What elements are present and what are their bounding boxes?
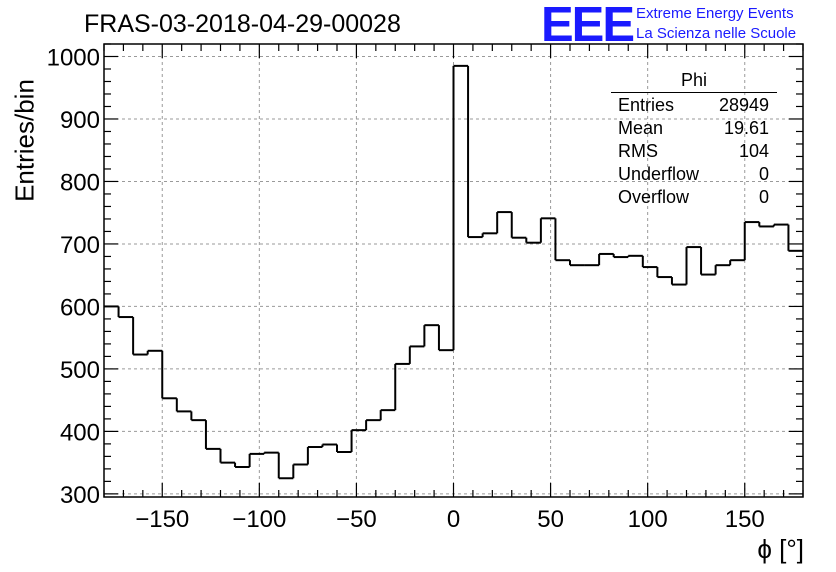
- stats-title: Phi: [611, 70, 777, 93]
- stat-label: Mean: [618, 118, 664, 138]
- logo-line-1: Extreme Energy Events: [636, 5, 794, 22]
- stat-value: 0: [758, 187, 769, 207]
- x-tick-label: −50: [336, 506, 377, 533]
- y-tick-label: 1000: [47, 44, 100, 71]
- x-tick-label: 50: [537, 506, 564, 533]
- x-tick-label: 150: [725, 506, 765, 533]
- x-axis-label: ϕ [°]: [757, 534, 804, 564]
- stat-value: 104: [738, 141, 769, 161]
- x-tick-label: −150: [135, 506, 189, 533]
- stat-label: RMS: [618, 141, 658, 161]
- axis-ticks: [103, 43, 804, 497]
- stats-box: Phi Entries 28949 Mean 19.61 RMS 104 Und…: [611, 70, 777, 209]
- stat-row-entries: Entries 28949: [611, 94, 777, 117]
- y-tick-label: 600: [60, 294, 100, 321]
- y-axis-label-area: Entries/bin: [6, 70, 44, 210]
- tick-labels: −150 −100 −50 0 50 100 150 300 400 500 600 700 800 90…: [47, 44, 765, 533]
- y-axis-label: Entries/bin: [9, 79, 40, 202]
- stat-row-rms: RMS 104: [611, 140, 777, 163]
- plot-frame: [103, 43, 804, 498]
- chart-title: FRAS-03-2018-04-29-00028: [84, 10, 401, 38]
- y-tick-label: 300: [60, 482, 100, 509]
- x-tick-label: −100: [232, 506, 286, 533]
- stat-label: Overflow: [618, 187, 690, 207]
- eee-logo: EEE: [541, 0, 635, 52]
- stat-value: 28949: [718, 95, 769, 115]
- stat-label: Underflow: [618, 164, 700, 184]
- x-tick-label: 100: [628, 506, 668, 533]
- y-tick-label: 900: [60, 107, 100, 134]
- logo-line-2: La Scienza nelle Scuole: [636, 25, 797, 42]
- stat-row-mean: Mean 19.61: [611, 117, 777, 140]
- stat-value: 19.61: [723, 118, 769, 138]
- stat-row-overflow: Overflow 0: [611, 186, 777, 209]
- x-tick-label: 0: [447, 506, 460, 533]
- y-tick-label: 400: [60, 419, 100, 446]
- stat-value: 0: [758, 164, 769, 184]
- histogram-bins: [104, 64, 803, 480]
- y-tick-label: 800: [60, 169, 100, 196]
- y-tick-label: 500: [60, 357, 100, 384]
- stat-row-underflow: Underflow 0: [611, 163, 777, 186]
- y-tick-label: 700: [60, 232, 100, 259]
- stat-label: Entries: [618, 95, 675, 115]
